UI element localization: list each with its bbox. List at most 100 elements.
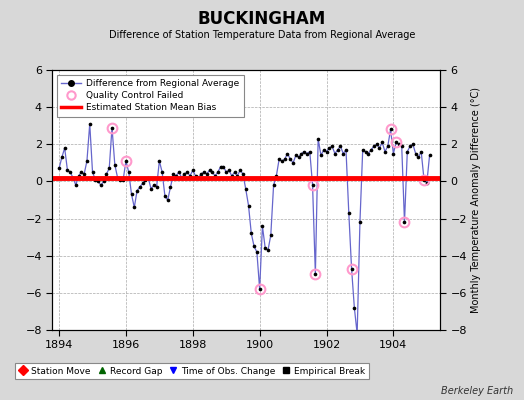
Point xyxy=(297,150,305,157)
Point xyxy=(247,230,256,237)
Point xyxy=(409,141,417,148)
Point xyxy=(174,169,183,175)
Point xyxy=(264,247,272,253)
Point xyxy=(197,171,205,177)
Point xyxy=(350,304,358,311)
Text: BUCKINGHAM: BUCKINGHAM xyxy=(198,10,326,28)
Point xyxy=(395,141,403,148)
Point xyxy=(158,169,166,175)
Point xyxy=(108,124,116,131)
Point xyxy=(155,158,163,164)
Point xyxy=(314,136,322,142)
Point xyxy=(163,197,172,203)
Point xyxy=(233,173,242,179)
Point xyxy=(316,152,325,159)
Point xyxy=(305,148,314,155)
Point xyxy=(339,150,347,157)
Point xyxy=(72,182,80,188)
Point xyxy=(208,169,216,175)
Point xyxy=(169,171,178,177)
Point xyxy=(294,154,303,160)
Point xyxy=(309,182,317,188)
Point xyxy=(125,169,133,175)
Point xyxy=(425,152,434,159)
Point xyxy=(367,147,375,153)
Point xyxy=(269,182,278,188)
Point xyxy=(333,147,342,153)
Point xyxy=(392,139,400,146)
Point xyxy=(322,148,331,155)
Point xyxy=(375,145,384,151)
Point xyxy=(130,204,138,211)
Point xyxy=(236,167,244,174)
Point xyxy=(369,143,378,149)
Point xyxy=(403,148,411,155)
Point xyxy=(189,167,197,174)
Point xyxy=(239,171,247,177)
Point xyxy=(116,176,125,183)
Point xyxy=(133,188,141,194)
Point xyxy=(420,176,428,183)
Point xyxy=(172,173,180,179)
Point xyxy=(205,167,214,174)
Point xyxy=(178,174,186,181)
Point xyxy=(325,145,333,151)
Point xyxy=(186,173,194,179)
Point xyxy=(127,191,136,198)
Point xyxy=(347,266,356,272)
Legend: Difference from Regional Average, Quality Control Failed, Estimated Station Mean: Difference from Regional Average, Qualit… xyxy=(57,74,244,117)
Point xyxy=(398,143,406,149)
Point xyxy=(225,167,233,174)
Point xyxy=(422,180,431,186)
Point xyxy=(113,174,122,181)
Point xyxy=(147,186,155,192)
Point xyxy=(303,150,311,157)
Point xyxy=(227,173,236,179)
Point xyxy=(378,139,386,146)
Point xyxy=(111,162,119,168)
Point xyxy=(381,148,389,155)
Text: Difference of Station Temperature Data from Regional Average: Difference of Station Temperature Data f… xyxy=(109,30,415,40)
Point xyxy=(278,158,286,164)
Point xyxy=(161,193,169,200)
Point xyxy=(203,171,211,177)
Point xyxy=(267,232,275,238)
Point xyxy=(231,169,239,175)
Point xyxy=(119,176,127,183)
Point xyxy=(80,171,89,177)
Point xyxy=(200,169,208,175)
Point xyxy=(336,143,345,149)
Point xyxy=(384,143,392,149)
Point xyxy=(242,186,250,192)
Legend: Station Move, Record Gap, Time of Obs. Change, Empirical Break: Station Move, Record Gap, Time of Obs. C… xyxy=(15,363,369,380)
Point xyxy=(60,145,69,151)
Point xyxy=(144,174,152,181)
Point xyxy=(320,147,328,153)
Point xyxy=(373,141,381,148)
Point xyxy=(222,169,231,175)
Point xyxy=(286,156,294,162)
Point xyxy=(141,176,150,183)
Point xyxy=(406,143,414,149)
Point xyxy=(219,163,227,170)
Point xyxy=(283,150,292,157)
Point xyxy=(400,219,409,226)
Point xyxy=(275,156,283,162)
Point xyxy=(77,169,85,175)
Point xyxy=(55,165,63,172)
Point xyxy=(100,178,108,185)
Point xyxy=(211,173,219,179)
Point xyxy=(258,223,267,229)
Point xyxy=(105,165,113,172)
Point xyxy=(149,182,158,188)
Point xyxy=(102,171,111,177)
Point xyxy=(300,148,309,155)
Point xyxy=(74,173,83,179)
Point xyxy=(328,143,336,149)
Text: Berkeley Earth: Berkeley Earth xyxy=(441,386,514,396)
Point xyxy=(136,184,144,190)
Point xyxy=(345,210,353,216)
Point xyxy=(389,150,398,157)
Point xyxy=(358,147,367,153)
Point xyxy=(331,150,339,157)
